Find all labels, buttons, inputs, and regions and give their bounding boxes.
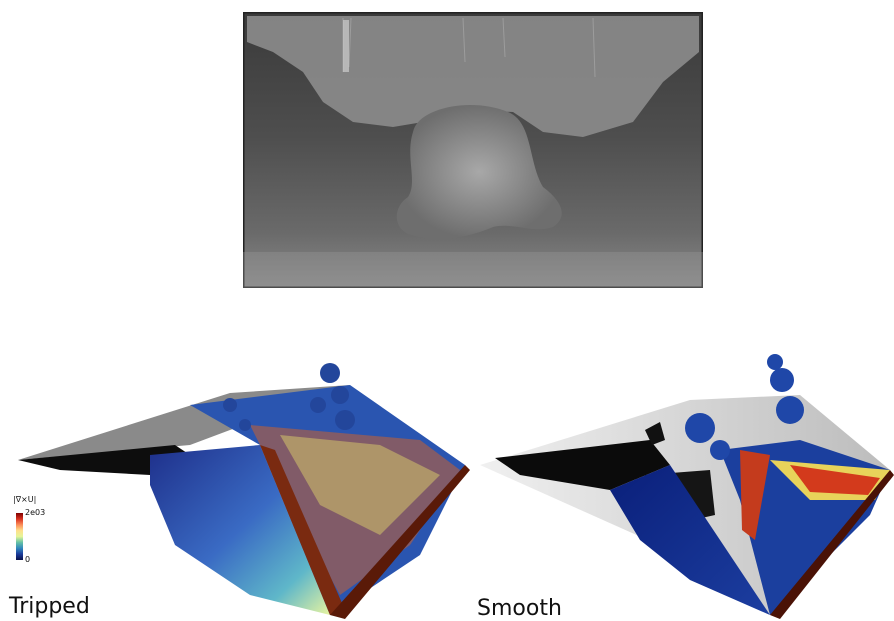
colorbar: [16, 513, 23, 560]
colorbar-legend: |∇×U| 2e03 0: [13, 496, 73, 566]
smooth-label: Smooth: [477, 596, 562, 621]
tripped-label: Tripped: [9, 594, 90, 619]
tripped-simulation-render: [18, 363, 470, 619]
legend-title: |∇×U|: [13, 495, 37, 504]
experiment-photo: [243, 12, 703, 288]
smooth-simulation-render: [480, 354, 894, 619]
legend-max-label: 2e03: [25, 508, 46, 517]
legend-min-label: 0: [25, 555, 31, 564]
